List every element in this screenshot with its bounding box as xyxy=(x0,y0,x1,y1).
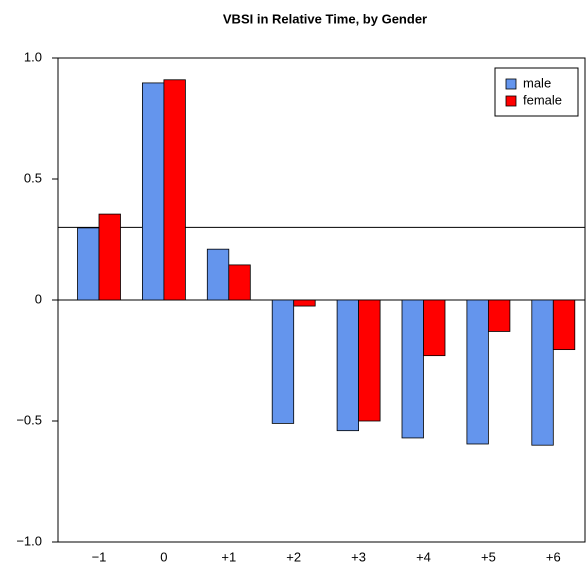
bar xyxy=(206,248,230,301)
y-tick-label: 0.5 xyxy=(24,170,42,185)
x-tick-label: +1 xyxy=(221,549,236,564)
chart-title: VBSI in Relative Time, by Gender xyxy=(223,11,427,26)
bar xyxy=(401,299,424,439)
bar xyxy=(487,299,511,332)
legend-swatch xyxy=(505,78,517,90)
bar xyxy=(141,82,165,301)
bar xyxy=(336,299,360,432)
y-tick-label: −1.0 xyxy=(16,533,42,548)
bar xyxy=(466,299,489,445)
x-tick-label: +6 xyxy=(546,549,561,564)
x-tick-label: +4 xyxy=(416,549,431,564)
y-tick-label: 1.0 xyxy=(24,49,42,64)
x-tick-label: +5 xyxy=(481,549,496,564)
bar xyxy=(77,227,100,301)
x-tick-label: −1 xyxy=(92,549,107,564)
bar xyxy=(271,299,295,424)
y-tick-label: −0.5 xyxy=(16,412,42,427)
bar xyxy=(228,264,251,301)
x-tick-label: 0 xyxy=(160,549,167,564)
bar xyxy=(531,299,554,446)
legend-swatch xyxy=(505,95,517,107)
x-tick-label: +3 xyxy=(351,549,366,564)
x-tick-label: +2 xyxy=(286,549,301,564)
bar xyxy=(163,79,186,301)
y-tick-label: 0 xyxy=(35,291,42,306)
legend-label: male xyxy=(523,75,551,90)
bar xyxy=(358,299,381,422)
bar xyxy=(98,213,121,301)
bar xyxy=(293,299,316,307)
legend-label: female xyxy=(523,92,562,107)
bar xyxy=(423,299,446,357)
bar xyxy=(552,299,576,351)
legend-box xyxy=(494,67,579,117)
